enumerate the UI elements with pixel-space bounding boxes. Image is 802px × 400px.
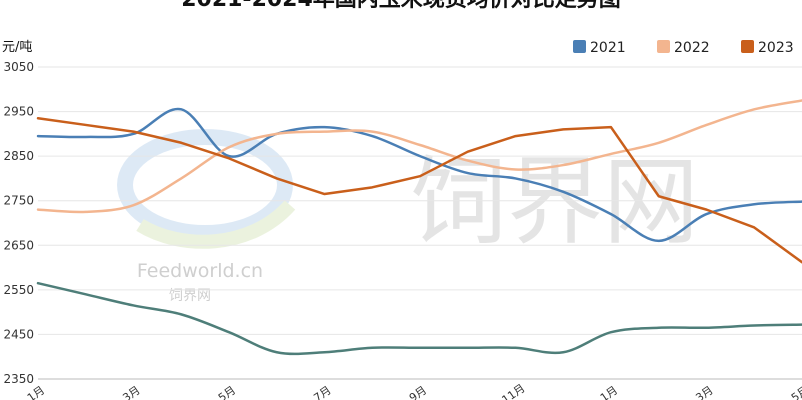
x-tick-label: 7月 [311,384,333,400]
legend: 2021202220232024 [573,40,794,56]
watermark-brand: Feedworld.cn [137,260,263,282]
series-line-2023 [36,117,802,264]
y-tick-label: 2950 [3,105,34,119]
x-tick-label: 11月 [500,382,528,400]
series-line-2024 [36,281,802,356]
y-tick-labels: 2350 2450 2550 2650 2750 2850 2950 3050 [3,60,34,386]
x-tick-label: 3月 [120,384,142,400]
y-tick-label: 2650 [3,238,34,252]
y-tick-label: 2450 [3,327,34,341]
legend-swatch-2023 [741,40,754,53]
watermark-logo [117,129,296,249]
y-tick-label: 2350 [3,372,34,386]
chart-title: 2021-2024年国内玉米现货均价对比走势图 [181,0,621,12]
y-tick-label: 2850 [3,149,34,163]
series-line-2022 [36,99,802,214]
x-tick-labels: 1月 3月 5月 7月 9月 11月 1月 3月 5月 [25,382,802,400]
series-lines [36,99,802,356]
y-tick-label: 3050 [3,60,34,74]
y-axis-unit: 元/吨 [2,40,32,55]
legend-swatch-2021 [573,40,586,53]
x-tick-label: 1月 [25,384,47,400]
y-tick-label: 2750 [3,194,34,208]
legend-swatch-2022 [657,40,670,53]
x-tick-label: 5月 [216,384,238,400]
watermark-sub: 饲界网 [169,288,211,304]
x-tick-label: 5月 [789,384,802,400]
y-tick-label: 2550 [3,283,34,297]
legend-label-2023: 2023 [758,40,794,56]
series-line-2021 [36,107,802,243]
legend-label-2022: 2022 [674,40,710,56]
x-tick-label: 9月 [407,384,429,400]
watermark: Feedworld.cn 饲界网 饲界网 [117,129,699,304]
x-tick-label: 3月 [693,384,715,400]
legend-label-2021: 2021 [590,40,626,56]
x-tick-label: 1月 [598,384,620,400]
